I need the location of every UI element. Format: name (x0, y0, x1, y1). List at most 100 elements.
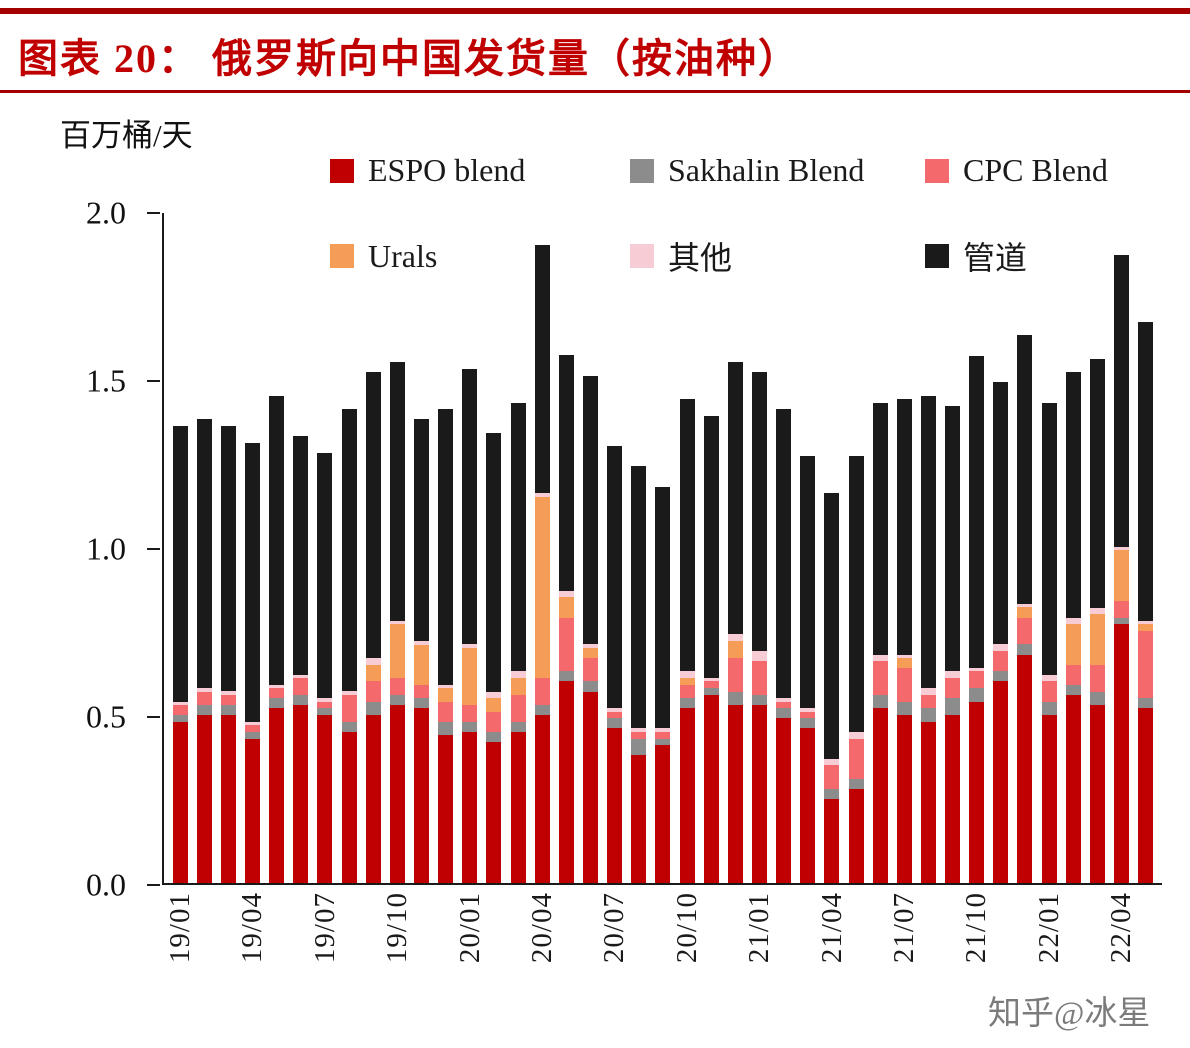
bar-segment-CPC Blend (1017, 617, 1033, 645)
x-tick-label: 20/10 (670, 892, 703, 964)
bar-22/02 (1061, 213, 1085, 883)
bar-segment-ESPO blend (969, 701, 985, 883)
stacked-bar (824, 493, 840, 883)
bar-segment-ESPO blend (389, 704, 405, 883)
bar-segment-ESPO blend (365, 715, 381, 883)
x-tick-label: 20/07 (598, 892, 631, 964)
bar-segment-CPC Blend (172, 704, 188, 716)
bar-19/05 (265, 213, 289, 883)
stacked-bar (462, 368, 478, 883)
legend-label: Sakhalin Blend (668, 152, 865, 188)
bar-segment-Sakhalin Blend (1041, 701, 1057, 715)
bar-segment-CPC Blend (341, 694, 357, 722)
stacked-bar (848, 456, 864, 883)
y-tick-mark (147, 212, 160, 214)
bar-22/05 (1134, 213, 1158, 883)
bar-segment-其他 (389, 620, 405, 625)
bar-21/08 (916, 213, 940, 883)
bar-segment-ESPO blend (727, 704, 743, 883)
bar-segment-CPC Blend (462, 704, 478, 722)
x-cell (195, 892, 217, 1012)
stacked-bar (751, 372, 767, 883)
bar-segment-Sakhalin Blend (1138, 698, 1154, 709)
bar-segment-CPC Blend (655, 731, 671, 739)
bar-19/02 (192, 213, 216, 883)
legend-label: 其他 (668, 240, 733, 276)
bar-segment-其他 (293, 674, 309, 679)
y-tick-label: 1.0 (86, 530, 126, 567)
x-tick-label: 19/01 (164, 892, 196, 964)
stacked-bar (679, 399, 695, 883)
bar-segment-其他 (534, 493, 550, 497)
bar-segment-CPC Blend (703, 681, 719, 689)
bar-segment-Urals (486, 698, 502, 712)
bar-segment-CPC Blend (293, 678, 309, 695)
stacked-bar (365, 372, 381, 883)
bar-segment-其他 (920, 688, 936, 695)
x-cell: 19/10 (381, 892, 413, 1012)
x-cell: 21/01 (743, 892, 775, 1012)
legend-swatch-icon (630, 244, 654, 268)
bar-segment-ESPO blend (220, 715, 236, 883)
bar-segment-Sakhalin Blend (896, 701, 912, 715)
bar-segment-管道 (945, 405, 961, 672)
bar-segment-Sakhalin Blend (486, 731, 502, 742)
bar-segment-ESPO blend (920, 721, 936, 883)
bar-segment-其他 (993, 644, 1009, 652)
y-tick-mark (147, 716, 160, 718)
bar-segment-Urals (558, 597, 574, 618)
bar-segment-Sakhalin Blend (293, 694, 309, 705)
bar-21/02 (772, 213, 796, 883)
bar-segment-ESPO blend (462, 731, 478, 883)
bar-segment-ESPO blend (703, 694, 719, 883)
bar-segment-CPC Blend (751, 661, 767, 695)
stacked-bar (582, 375, 598, 883)
bar-segment-Urals (1138, 624, 1154, 632)
legend-item-Urals: Urals (330, 233, 630, 279)
bar-segment-管道 (389, 362, 405, 621)
bar-segment-其他 (462, 644, 478, 648)
bar-segment-其他 (1138, 620, 1154, 625)
x-cell: 20/07 (598, 892, 631, 1012)
bar-20/10 (675, 213, 699, 883)
bar-segment-ESPO blend (510, 731, 526, 883)
page-title: 图表 20： 俄罗斯向中国发货量（按油种） (18, 36, 800, 81)
bar-segment-管道 (776, 409, 792, 699)
title-rule-bottom (0, 90, 1190, 93)
bar-21/10 (965, 213, 989, 883)
bar-segment-ESPO blend (607, 728, 623, 883)
bar-segment-管道 (824, 493, 840, 759)
bar-segment-其他 (413, 641, 429, 645)
legend-item-CPC Blend: CPC Blend (925, 152, 1160, 189)
legend: ESPO blend Sakhalin Blend CPC Blend Urals 其他… (330, 152, 1160, 279)
bar-segment-CPC Blend (727, 657, 743, 692)
bar-segment-其他 (1065, 617, 1081, 625)
bar-segment-Sakhalin Blend (872, 694, 888, 709)
x-cell (796, 892, 818, 1012)
bar-segment-Sakhalin Blend (365, 701, 381, 715)
bar-segment-其他 (220, 691, 236, 695)
x-tick-label: 19/04 (236, 892, 269, 964)
bar-segment-ESPO blend (244, 738, 260, 883)
bar-segment-其他 (269, 684, 285, 689)
bar-segment-ESPO blend (486, 741, 502, 883)
bar-segment-其他 (558, 590, 574, 598)
bar-segment-其他 (776, 698, 792, 702)
bar-segment-CPC Blend (317, 701, 333, 709)
bar-segment-CPC Blend (631, 731, 647, 739)
bar-segment-CPC Blend (776, 701, 792, 709)
x-cell: 20/10 (670, 892, 703, 1012)
bar-segment-Urals (896, 657, 912, 669)
bar-segment-Sakhalin Blend (824, 788, 840, 799)
x-tick-label: 22/04 (1105, 892, 1138, 964)
bar-segment-ESPO blend (413, 708, 429, 883)
bar-segment-Sakhalin Blend (920, 708, 936, 722)
bar-segment-Urals (438, 688, 454, 702)
bar-segment-CPC Blend (1065, 664, 1081, 685)
bar-segment-管道 (196, 419, 212, 689)
bar-segment-Sakhalin Blend (1017, 644, 1033, 655)
bar-20/06 (578, 213, 602, 883)
x-cell (651, 892, 673, 1012)
bar-segment-其他 (945, 671, 961, 679)
bar-segment-其他 (244, 721, 260, 726)
